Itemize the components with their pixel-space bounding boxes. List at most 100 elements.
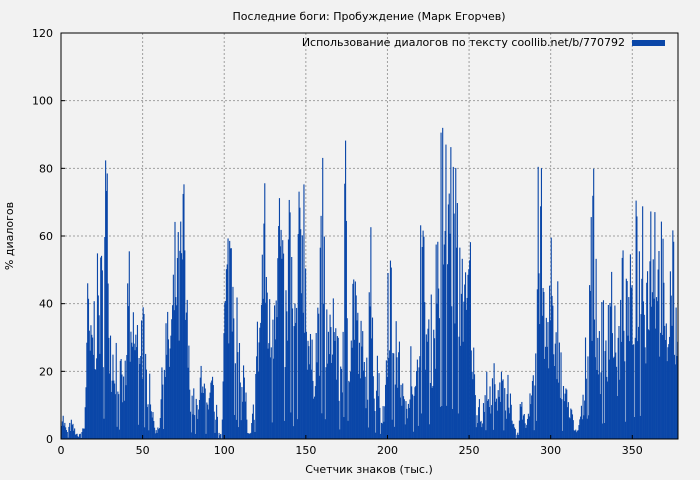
bar	[656, 301, 658, 439]
bar	[127, 283, 129, 439]
bar	[296, 419, 298, 439]
bar	[308, 346, 310, 439]
bar	[85, 387, 87, 439]
bar	[162, 384, 164, 439]
bar	[286, 311, 288, 439]
bar	[341, 392, 343, 439]
bar	[590, 217, 592, 439]
bar	[92, 354, 94, 439]
bar	[487, 399, 489, 439]
bar	[299, 207, 301, 439]
bar	[482, 403, 485, 439]
bar	[288, 199, 290, 439]
bar	[537, 166, 539, 439]
bar	[225, 269, 227, 439]
bar	[68, 426, 70, 439]
bar	[260, 322, 262, 439]
bar	[644, 347, 646, 439]
bar	[603, 423, 605, 439]
bar	[564, 393, 566, 439]
bar	[428, 319, 430, 439]
bar	[242, 365, 245, 439]
bar	[457, 413, 459, 439]
bar	[443, 244, 445, 439]
bar	[222, 381, 224, 439]
bar	[65, 430, 68, 439]
y-tick-label: 80	[39, 162, 53, 175]
bar	[182, 193, 184, 439]
bar	[448, 193, 450, 439]
bar	[125, 385, 127, 439]
bar	[232, 286, 234, 439]
bar	[484, 395, 486, 439]
bar	[327, 331, 329, 439]
bar	[544, 358, 546, 439]
bar	[544, 346, 547, 439]
bar	[674, 364, 676, 439]
bar	[378, 373, 380, 439]
bar	[266, 292, 268, 439]
bar	[467, 274, 469, 439]
bar	[554, 343, 556, 439]
bar	[610, 306, 612, 439]
bar	[664, 325, 666, 439]
y-axis-ticks: 0 20 40 60 80 100 120	[32, 27, 65, 446]
bar	[632, 344, 634, 439]
bar	[343, 417, 345, 439]
bar	[198, 409, 200, 439]
bar	[567, 402, 569, 439]
bar	[74, 428, 76, 439]
bar	[417, 425, 419, 439]
bar	[376, 390, 378, 439]
bar	[602, 300, 605, 439]
bar	[163, 369, 165, 439]
bar	[609, 303, 611, 439]
bar	[178, 340, 180, 439]
bar	[165, 323, 167, 439]
bar	[201, 392, 203, 439]
bar	[389, 260, 392, 439]
bar	[483, 411, 485, 439]
bar	[602, 423, 604, 439]
bar	[653, 298, 655, 439]
bar	[572, 420, 574, 439]
bar	[117, 391, 119, 439]
bar	[147, 404, 149, 439]
bar	[372, 376, 374, 439]
bar	[527, 413, 529, 439]
bar	[214, 432, 216, 439]
bar	[655, 297, 658, 439]
bar	[669, 271, 671, 439]
bar	[398, 341, 400, 439]
bar	[620, 299, 622, 439]
bar	[649, 261, 651, 439]
bar	[283, 420, 285, 439]
bar	[398, 352, 400, 439]
bar	[202, 386, 204, 439]
bar	[311, 339, 313, 439]
bar	[206, 402, 208, 439]
bar	[494, 384, 496, 439]
bar	[302, 312, 304, 439]
bar	[130, 331, 132, 439]
bar	[600, 372, 602, 439]
bar	[173, 310, 175, 439]
bar	[525, 427, 527, 439]
bar	[219, 435, 221, 439]
bar	[496, 398, 498, 439]
bar	[498, 396, 500, 439]
bar	[434, 368, 436, 439]
bar	[216, 416, 218, 439]
bar	[608, 359, 610, 439]
bar	[442, 264, 445, 439]
bar	[397, 387, 399, 439]
bar	[358, 342, 361, 439]
bar	[370, 227, 372, 439]
bar	[574, 430, 576, 439]
bar	[191, 395, 193, 439]
bar	[664, 339, 667, 439]
bar	[335, 328, 337, 439]
bar	[278, 198, 281, 439]
bar	[582, 394, 584, 439]
bar	[87, 298, 90, 439]
